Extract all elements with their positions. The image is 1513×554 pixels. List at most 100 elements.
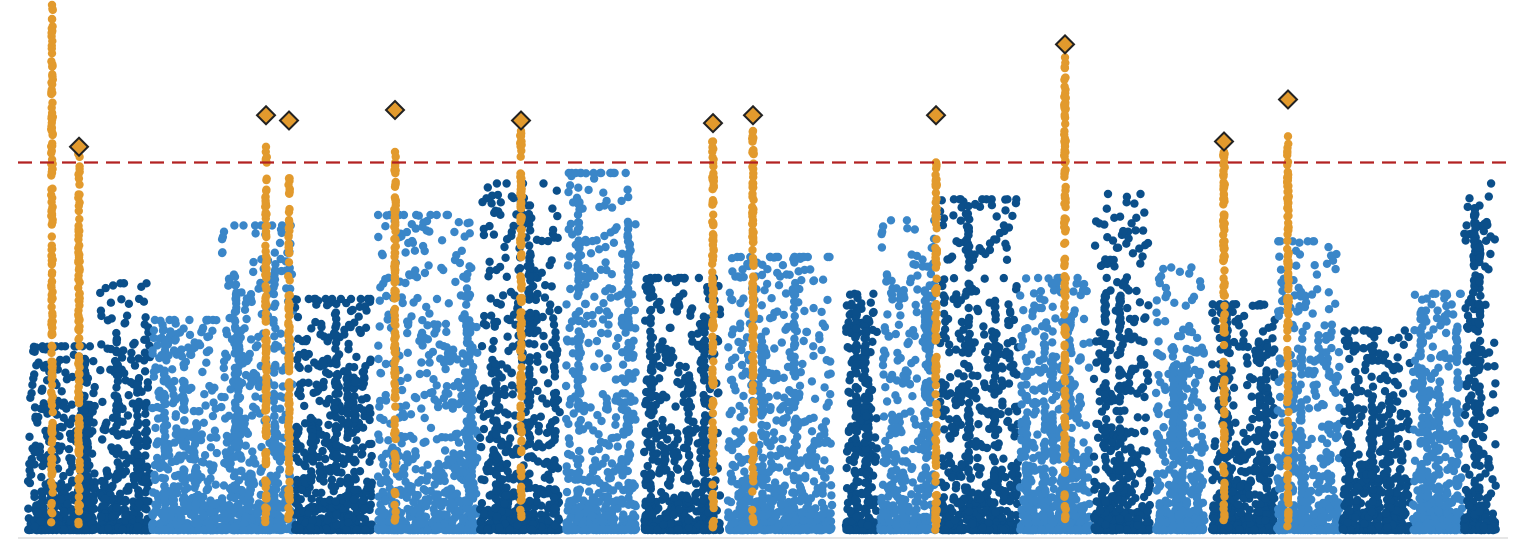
data-point <box>332 450 341 459</box>
data-point <box>134 499 144 508</box>
data-point <box>526 261 535 270</box>
data-point <box>582 311 592 321</box>
data-point <box>232 296 241 305</box>
data-point <box>24 504 33 513</box>
data-point <box>113 444 123 453</box>
data-point <box>270 248 279 257</box>
data-point <box>425 227 434 236</box>
data-point <box>463 269 472 279</box>
data-point <box>98 397 107 407</box>
data-point <box>574 387 583 397</box>
data-point <box>206 433 215 442</box>
data-point <box>130 338 139 348</box>
data-point <box>401 453 410 462</box>
data-point <box>526 249 535 258</box>
data-point <box>430 471 440 481</box>
data-point <box>112 429 122 438</box>
data-point <box>406 431 415 441</box>
data-point <box>573 291 582 301</box>
data-point <box>219 357 229 366</box>
data-point <box>89 525 99 534</box>
data-point <box>479 230 489 240</box>
data-point <box>466 328 475 337</box>
data-point <box>467 513 476 522</box>
data-point <box>83 429 92 438</box>
data-point <box>545 475 554 484</box>
data-point <box>187 350 196 360</box>
data-point <box>624 454 633 464</box>
data-point <box>185 330 195 340</box>
data-point <box>233 392 242 401</box>
data-point <box>601 404 611 413</box>
data-point <box>332 360 341 369</box>
data-point <box>489 336 498 346</box>
data-point <box>525 452 534 461</box>
data-point <box>415 369 425 379</box>
data-point <box>482 321 491 330</box>
data-point <box>171 319 180 328</box>
data-point <box>574 376 584 385</box>
data-point <box>26 470 35 480</box>
data-point <box>23 477 33 486</box>
data-point <box>441 319 451 329</box>
data-point <box>550 233 559 242</box>
data-point <box>199 458 208 467</box>
data-point <box>249 257 258 267</box>
data-point <box>244 354 253 363</box>
data-point <box>500 408 510 417</box>
data-point <box>524 478 533 487</box>
data-point <box>59 507 69 517</box>
data-point <box>212 316 221 325</box>
data-point <box>319 477 328 486</box>
data-point <box>603 468 612 477</box>
data-point <box>300 348 309 358</box>
data-point <box>435 497 444 506</box>
data-point <box>190 519 200 528</box>
data-point <box>492 470 501 479</box>
data-point <box>442 327 451 337</box>
data-point <box>374 341 383 350</box>
data-point <box>492 430 501 439</box>
data-point <box>148 488 158 497</box>
data-point <box>454 400 463 409</box>
data-point <box>253 509 262 518</box>
data-point <box>574 317 583 326</box>
data-point <box>624 320 634 329</box>
data-point <box>533 357 542 366</box>
data-point <box>134 397 144 406</box>
data-point <box>208 411 218 421</box>
data-point <box>594 349 604 358</box>
data-point <box>448 499 457 508</box>
data-point <box>496 198 505 207</box>
data-point <box>574 183 583 192</box>
data-point <box>566 284 575 294</box>
data-point <box>623 284 632 293</box>
data-point <box>420 333 430 343</box>
data-point <box>251 404 260 414</box>
data-point <box>537 236 546 246</box>
data-point <box>141 475 150 484</box>
data-point <box>525 357 534 366</box>
data-point <box>426 210 435 220</box>
data-point <box>619 510 628 519</box>
data-point <box>270 267 280 277</box>
data-point <box>450 227 459 237</box>
data-point <box>137 282 146 291</box>
data-point <box>331 464 341 473</box>
data-point <box>217 235 227 244</box>
data-point <box>376 369 386 378</box>
data-point <box>356 294 365 304</box>
data-point <box>360 504 369 514</box>
data-point <box>331 413 341 422</box>
data-point <box>551 355 560 365</box>
data-point <box>149 326 159 335</box>
data-point <box>174 505 183 515</box>
data-point <box>360 302 370 311</box>
data-point <box>525 469 534 478</box>
data-point <box>552 186 561 195</box>
data-point <box>379 524 388 533</box>
data-point <box>491 503 500 513</box>
data-point <box>190 343 199 352</box>
data-point <box>422 302 431 312</box>
data-point <box>550 485 560 494</box>
